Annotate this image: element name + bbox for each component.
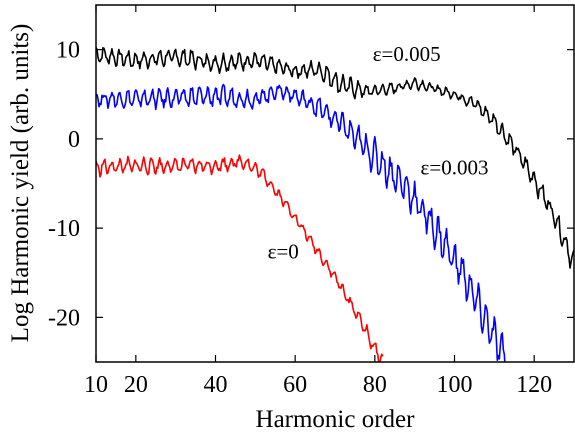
- series-line: [96, 83, 506, 362]
- x-axis-title: Harmonic order: [256, 406, 416, 433]
- series-line: [96, 154, 384, 362]
- y-tick-label: -20: [48, 305, 80, 331]
- x-tick-label: 80: [363, 372, 387, 398]
- x-tick-label: 20: [124, 372, 148, 398]
- x-tick-label: 100: [437, 372, 473, 398]
- series-line: [96, 47, 575, 269]
- y-tick-label: 10: [56, 38, 80, 64]
- series-label: ε=0.003: [421, 156, 489, 180]
- x-tick-label: 60: [283, 372, 307, 398]
- ticks-layer: 10 20 40 60 80 100 120 -20 -10 0 10: [48, 5, 574, 398]
- y-tick-label: 0: [68, 127, 80, 153]
- series-layer: [96, 47, 575, 362]
- series-label: ε=0.005: [373, 42, 441, 66]
- x-tick-label: 40: [204, 372, 228, 398]
- plot-frame: [95, 4, 575, 363]
- series-label: ε=0: [268, 239, 299, 263]
- x-tick-label: 10: [84, 372, 108, 398]
- x-tick-label: 120: [516, 372, 552, 398]
- labels-layer: ε=0.005 ε=0.003 ε=0: [268, 42, 489, 263]
- y-tick-label: -10: [48, 216, 80, 242]
- y-axis-title: Log Harmonic yield (arb. units): [7, 24, 34, 343]
